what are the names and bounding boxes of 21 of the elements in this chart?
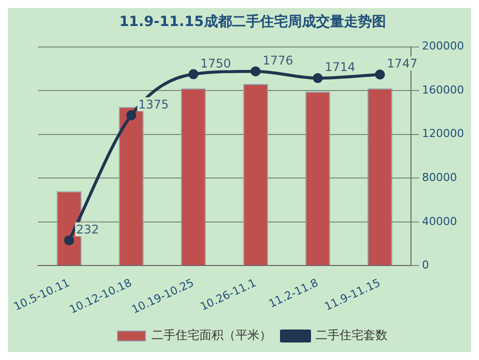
point: [312, 73, 323, 84]
data-label: 232: [76, 222, 99, 236]
y2-tick-label: 40000: [422, 214, 458, 228]
data-label: 1714: [324, 60, 356, 74]
legend-label: 二手住宅面积（平米）: [152, 328, 272, 342]
point: [188, 69, 198, 80]
y2-tick-label: 160000: [422, 83, 464, 96]
point: [126, 110, 136, 120]
y2-tick-label: 80000: [422, 171, 458, 184]
data-label: 1747: [386, 56, 418, 71]
point: [64, 235, 74, 246]
point: [250, 66, 261, 76]
legend-label: 二手住宅套数: [316, 328, 388, 342]
data-label: 1776: [262, 53, 294, 68]
y2-tick-label: 0: [422, 258, 430, 272]
data-label: 1375: [138, 97, 169, 112]
chart-title: 11.9-11.15成都二手住宅周成交量走势图: [119, 13, 386, 30]
y2-tick-label: 200000: [422, 40, 464, 53]
y2-tick-label: 120000: [422, 127, 464, 140]
data-label: 1750: [200, 56, 231, 70]
point: [374, 69, 385, 80]
